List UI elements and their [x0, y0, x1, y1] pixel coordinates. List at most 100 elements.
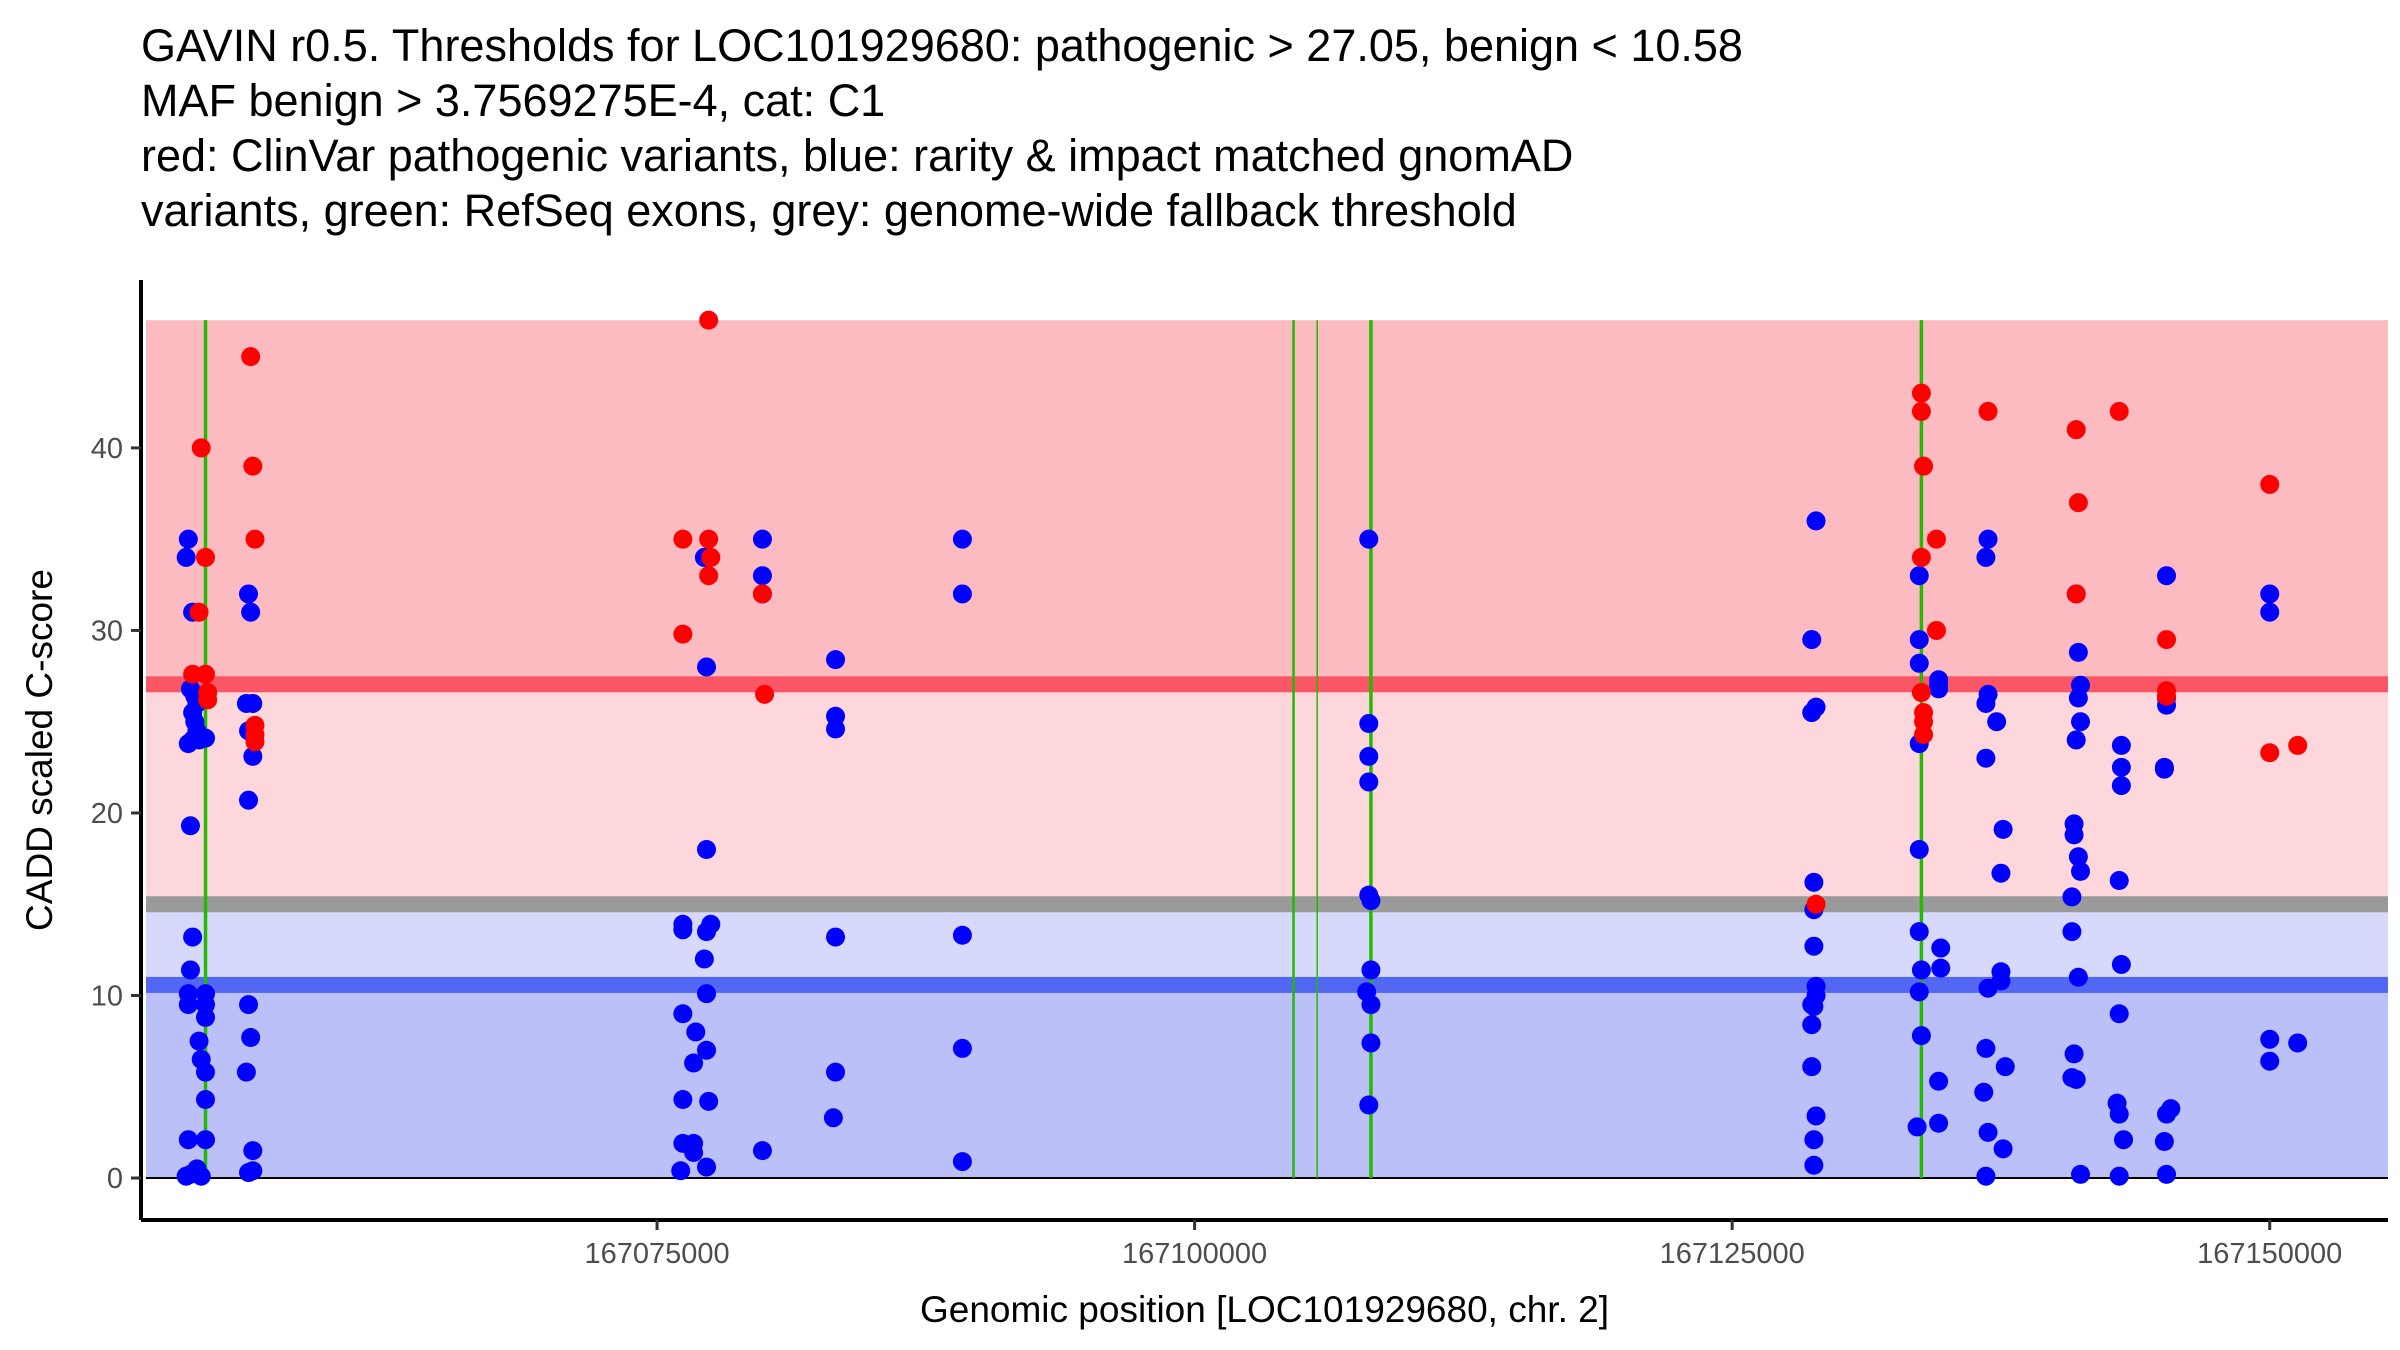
pathogenic-point — [2066, 420, 2086, 440]
axes: 0 10 20 30 40 167075000 167100000 167125000 1671… — [91, 280, 2388, 1270]
gnomad-point — [2068, 967, 2088, 987]
gnomad-point — [697, 922, 717, 942]
pathogenic-point — [2066, 584, 2086, 604]
pathogenic-point — [673, 529, 693, 549]
gnomad-point — [1976, 547, 1996, 567]
gnomad-point — [1802, 1015, 1822, 1035]
x-tick-label: 167125000 — [1660, 1238, 1805, 1270]
gnomad-point — [1909, 982, 1929, 1002]
gnomad-point — [1978, 1122, 1998, 1142]
gnomad-point — [2064, 1044, 2084, 1064]
pathogenic-point — [245, 732, 265, 752]
gnomad-point — [1804, 1155, 1824, 1175]
gnomad-point — [239, 790, 259, 810]
gnomad-point — [2154, 1132, 2174, 1152]
pathogenic-point — [1926, 620, 1946, 640]
gnomad-point — [1976, 748, 1996, 768]
x-tick-label: 167100000 — [1122, 1238, 1267, 1270]
gnomad-point — [1978, 529, 1998, 549]
gnomad-point — [1804, 872, 1824, 892]
gnomad-point — [1991, 971, 2011, 991]
gnomad-point — [243, 746, 263, 766]
gnomad-point — [196, 1007, 216, 1027]
gnomad-point — [697, 1040, 717, 1060]
gnomad-point — [1909, 630, 1929, 650]
pathogenic-point — [1914, 724, 1934, 744]
fallback-threshold-line — [146, 896, 2388, 913]
gnomad-point — [1909, 922, 1929, 942]
y-tick-label: 40 — [91, 433, 123, 465]
gnomad-point — [1993, 819, 2013, 839]
gnomad-point — [952, 1152, 972, 1172]
gnomad-point — [1976, 1038, 1996, 1058]
gnomad-point — [1802, 630, 1822, 650]
y-tick-label: 0 — [107, 1163, 123, 1195]
pathogenic-region — [146, 320, 2388, 685]
x-tick-label: 167075000 — [584, 1238, 729, 1270]
pathogenic-point — [196, 547, 216, 567]
gnomad-point — [243, 1141, 263, 1161]
gnomad-point — [684, 1053, 704, 1073]
gnomad-point — [1359, 1095, 1379, 1115]
pathogenic-point — [1926, 529, 1946, 549]
title-line-4: variants, green: RefSeq exons, grey: gen… — [141, 185, 1517, 236]
gnomad-point — [2062, 887, 2082, 907]
gnomad-point — [2071, 861, 2091, 881]
gnomad-point — [673, 1090, 693, 1110]
gnomad-point — [2111, 735, 2131, 755]
gnomad-point — [2109, 871, 2129, 891]
gnomad-point — [243, 693, 263, 713]
gnomad-point — [2068, 688, 2088, 708]
gnomad-point — [2109, 1104, 2129, 1124]
pathogenic-point — [699, 566, 719, 586]
gnomad-point — [2161, 1099, 2181, 1119]
pathogenic-point — [2068, 493, 2088, 513]
gnomad-point — [826, 650, 846, 670]
pathogenic-point — [1911, 383, 1931, 403]
gnomad-point — [1909, 839, 1929, 859]
title-line-1: GAVIN r0.5. Thresholds for LOC101929680:… — [141, 20, 1743, 71]
gnomad-point — [1804, 936, 1824, 956]
gnomad-point — [1806, 697, 1826, 717]
gnomad-point — [952, 529, 972, 549]
gnomad-point — [1991, 863, 2011, 883]
gnomad-point — [2068, 642, 2088, 662]
gnomad-point — [697, 984, 717, 1004]
gnomad-point — [1359, 529, 1379, 549]
y-tick-label: 10 — [91, 980, 123, 1012]
gnomad-point — [1974, 1082, 1994, 1102]
gnomad-point — [1806, 511, 1826, 531]
uncertain-upper-region — [146, 684, 2388, 905]
title-line-2: MAF benign > 3.7569275E-4, cat: C1 — [141, 75, 886, 126]
gnomad-point — [673, 920, 693, 940]
gnomad-point — [1931, 938, 1951, 958]
gnomad-point — [1804, 1130, 1824, 1150]
gnomad-point — [684, 1142, 704, 1162]
gnomad-point — [1361, 995, 1381, 1015]
gnomad-point — [196, 728, 216, 748]
gnomad-point — [176, 547, 196, 567]
threshold-regions — [146, 320, 2388, 1180]
gnomad-point — [2109, 1166, 2129, 1186]
gnomad-point — [752, 529, 772, 549]
benign-threshold-line — [146, 976, 2388, 993]
gnomad-point — [673, 1004, 693, 1024]
gnomad-point — [2111, 954, 2131, 974]
gnomad-point — [697, 1157, 717, 1177]
gnomad-point — [1359, 772, 1379, 792]
data-points — [176, 310, 2308, 1186]
gnomad-point — [1806, 1106, 1826, 1126]
gnomad-point — [1976, 693, 1996, 713]
gnomad-point — [752, 566, 772, 586]
pathogenic-point — [1914, 456, 1934, 476]
gnomad-point — [2260, 584, 2280, 604]
gnomad-point — [1907, 1117, 1927, 1137]
pathogenic-point — [1978, 401, 1998, 421]
gnomad-point — [1931, 958, 1951, 978]
y-tick-label: 20 — [91, 798, 123, 830]
gnomad-point — [2071, 712, 2091, 732]
gnomad-point — [952, 925, 972, 945]
gnomad-point — [2071, 1164, 2091, 1184]
pathogenic-point — [755, 684, 775, 704]
gnomad-point — [1929, 679, 1949, 699]
